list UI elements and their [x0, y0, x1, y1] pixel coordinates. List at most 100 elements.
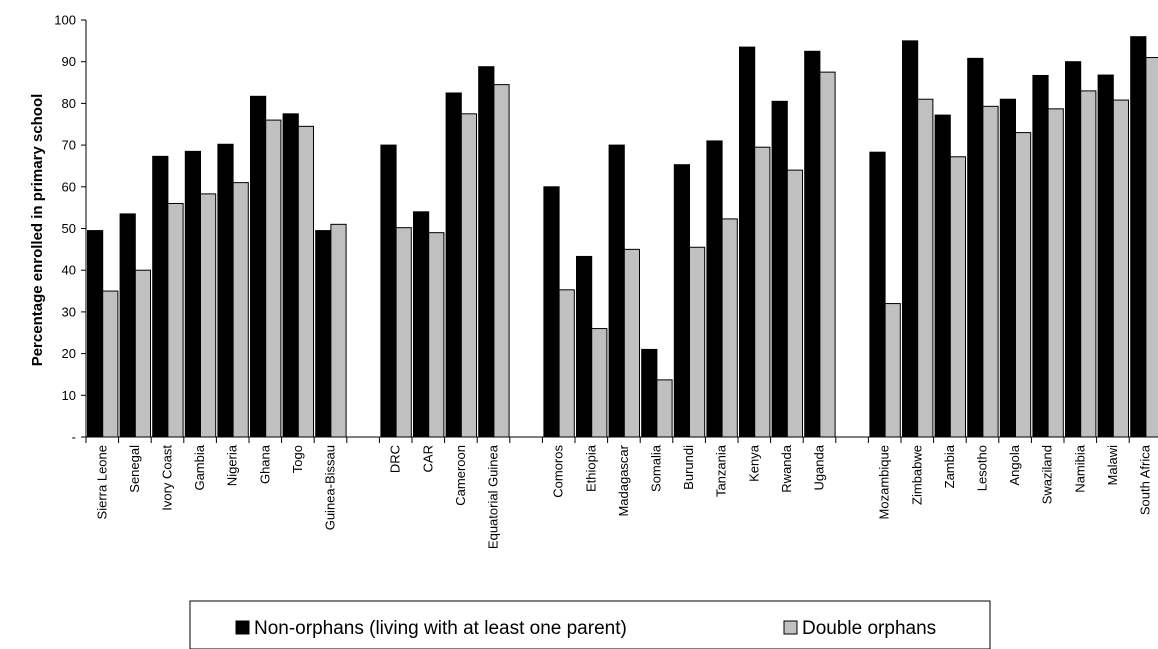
x-tick-label: Ghana	[257, 444, 272, 484]
x-tick-label: Zimbabwe	[909, 445, 924, 505]
bar-non-orphans	[999, 98, 1016, 438]
bar-non-orphans	[706, 140, 723, 438]
legend-swatch-double-orphans	[783, 620, 798, 635]
bar-double-orphans	[656, 379, 673, 438]
bar-double-orphans	[200, 193, 217, 438]
x-tick-label: Lesotho	[975, 445, 990, 491]
x-tick-label: Sierra Leone	[94, 445, 109, 519]
bar-double-orphans	[786, 169, 803, 438]
x-tick-label: Madagascar	[616, 444, 631, 516]
bar-non-orphans	[413, 211, 430, 438]
bar-double-orphans	[721, 218, 738, 438]
x-tick-label: Ethiopia	[583, 444, 598, 492]
x-tick-label: Malawi	[1105, 445, 1120, 486]
bar-double-orphans	[884, 303, 901, 438]
legend: Non-orphans (living with at least one pa…	[189, 600, 991, 649]
x-tick-label: Uganda	[812, 444, 827, 490]
bar-double-orphans	[493, 84, 510, 438]
bar-double-orphans	[330, 223, 347, 438]
bar-double-orphans	[428, 232, 445, 438]
legend-label-non-orphans: Non-orphans (living with at least one pa…	[254, 618, 627, 639]
y-axis-title: Percentage enrolled in primary school	[29, 94, 46, 367]
bar-double-orphans	[102, 290, 119, 438]
bar-non-orphans	[315, 230, 332, 438]
bar-double-orphans	[949, 156, 966, 438]
bar-non-orphans	[445, 92, 462, 438]
bar-double-orphans	[1047, 108, 1064, 438]
bar-non-orphans	[282, 113, 299, 438]
bar-double-orphans	[395, 227, 412, 438]
y-tick-label: 50	[62, 221, 76, 236]
y-tick-label: 40	[62, 263, 76, 278]
y-tick-label: 60	[62, 179, 76, 194]
bar-double-orphans	[265, 119, 282, 438]
bar-non-orphans	[184, 150, 202, 438]
bar-non-orphans	[543, 186, 560, 438]
x-tick-label: DRC	[388, 445, 403, 473]
bar-double-orphans	[689, 246, 706, 438]
legend-box	[189, 600, 991, 649]
bar-non-orphans	[1130, 36, 1147, 438]
bar-double-orphans	[1080, 90, 1097, 438]
bar-non-orphans	[804, 50, 821, 438]
x-tick-label: Mozambique	[877, 445, 892, 519]
bar-non-orphans	[217, 143, 234, 438]
x-tick-label: Equatorial Guinea	[486, 444, 501, 549]
x-tick-label: Comoros	[551, 445, 566, 498]
bar-non-orphans	[1065, 61, 1082, 438]
bar-double-orphans	[819, 71, 836, 438]
x-tick-label: Gambia	[192, 444, 207, 490]
y-tick-label: 80	[62, 96, 76, 111]
y-tick-label: 10	[62, 388, 76, 403]
bar-non-orphans	[739, 46, 756, 438]
bar-double-orphans	[558, 289, 575, 438]
bar-double-orphans	[591, 328, 608, 438]
x-tick-label: Ivory Coast	[160, 445, 175, 511]
bar-non-orphans	[608, 144, 625, 438]
x-tick-label: Tanzania	[714, 444, 729, 497]
x-tick-label: Rwanda	[779, 444, 794, 492]
bar-double-orphans	[1015, 132, 1032, 438]
y-tick-label: 30	[62, 304, 76, 319]
x-tick-label: Angola	[1007, 444, 1022, 485]
bar-non-orphans	[673, 164, 690, 438]
bar-non-orphans	[967, 57, 984, 438]
bar-double-orphans	[917, 98, 934, 438]
bar-double-orphans	[460, 113, 477, 438]
y-axis-title-group: Percentage enrolled in primary school	[29, 94, 46, 367]
bar-non-orphans	[902, 40, 919, 438]
bar-non-orphans	[250, 95, 267, 438]
bar-non-orphans	[934, 114, 951, 438]
x-tick-label: Somalia	[649, 444, 664, 492]
y-tick-label: 90	[62, 54, 76, 69]
bar-double-orphans	[232, 182, 249, 438]
bar-double-orphans	[623, 248, 640, 438]
x-tick-label: Togo	[290, 445, 305, 473]
x-tick-label: South Africa	[1138, 444, 1153, 515]
legend-label-double-orphans: Double orphans	[802, 618, 936, 639]
plot-area: - 10 20 30 40 50 60 70 80 90 100 Sierra Leone Senega…	[54, 13, 1158, 549]
bar-non-orphans	[380, 144, 397, 438]
bar-double-orphans	[297, 125, 314, 438]
y-tick-label: -	[72, 430, 76, 445]
bar-non-orphans	[478, 66, 495, 438]
x-tick-label: Kenya	[746, 444, 761, 482]
bar-non-orphans	[641, 348, 658, 438]
bar-non-orphans	[576, 255, 593, 438]
y-tick-label: 70	[62, 138, 76, 153]
bar-non-orphans	[152, 155, 169, 438]
bar-double-orphans	[754, 146, 771, 438]
bar-non-orphans	[119, 213, 136, 438]
bar-non-orphans	[771, 100, 788, 438]
bar-double-orphans	[1145, 57, 1158, 438]
bar-non-orphans	[87, 230, 104, 438]
x-tick-label: Burundi	[681, 445, 696, 490]
x-tick-label: Zambia	[942, 444, 957, 488]
x-tick-label: Senegal	[127, 445, 142, 493]
x-tick-label: Guinea-Bissau	[323, 445, 338, 530]
bar-double-orphans	[982, 105, 999, 438]
x-tick-label: CAR	[420, 445, 435, 472]
bar-double-orphans	[167, 202, 184, 438]
bar-double-orphans	[1112, 99, 1130, 438]
